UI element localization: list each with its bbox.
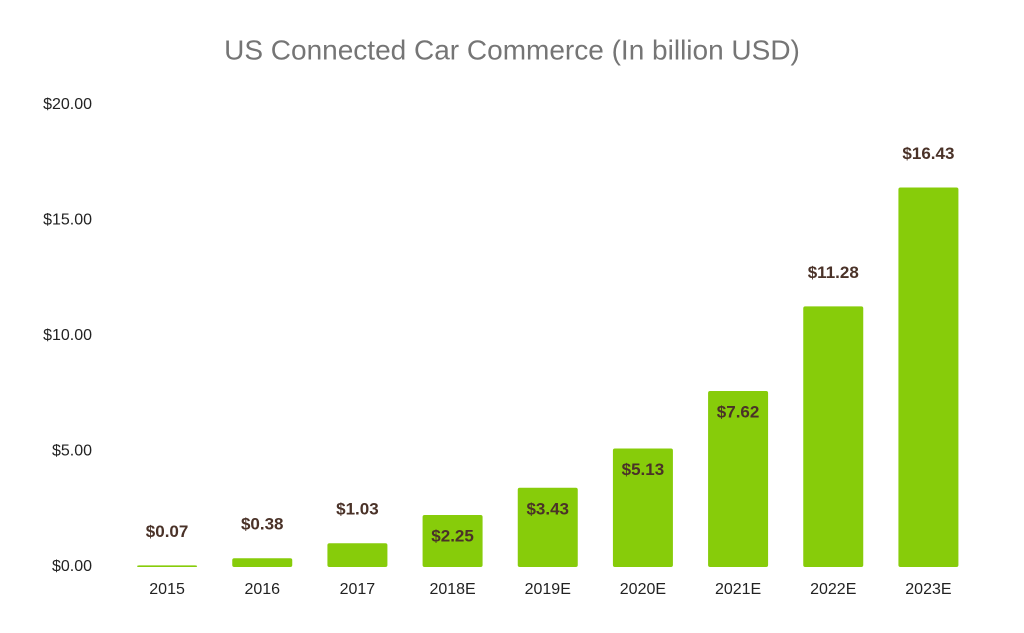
bar xyxy=(517,487,578,567)
y-tick-label: $20.00 xyxy=(43,96,92,113)
x-tick-label: 2021E xyxy=(715,581,761,598)
value-label: $0.38 xyxy=(241,515,284,534)
x-tick-label: 2019E xyxy=(525,581,571,598)
bar xyxy=(803,306,864,567)
x-tick-label: 2023E xyxy=(905,581,951,598)
y-tick-label: $10.00 xyxy=(43,327,92,344)
y-tick-label: $0.00 xyxy=(52,558,92,575)
bar xyxy=(708,390,769,567)
bar xyxy=(612,448,673,567)
value-label: $7.62 xyxy=(717,402,760,421)
value-label: $2.25 xyxy=(431,527,474,546)
bar xyxy=(232,558,293,567)
x-tick-label: 2022E xyxy=(810,581,856,598)
x-tick-label: 2016 xyxy=(244,581,280,598)
value-label: $1.03 xyxy=(336,500,379,519)
bar xyxy=(137,565,198,567)
value-label: $5.13 xyxy=(622,460,665,479)
value-label: $3.43 xyxy=(526,499,569,518)
x-tick-label: 2020E xyxy=(620,581,666,598)
x-tick-label: 2015 xyxy=(149,581,185,598)
x-tick-label: 2018E xyxy=(429,581,475,598)
value-label: $11.28 xyxy=(808,263,859,282)
value-label: $16.43 xyxy=(902,144,954,163)
value-label: $0.07 xyxy=(146,522,189,541)
y-tick-label: $5.00 xyxy=(52,443,92,460)
y-tick-label: $15.00 xyxy=(43,212,92,229)
x-tick-label: 2017 xyxy=(340,581,376,598)
bar xyxy=(898,187,959,568)
bar xyxy=(327,543,388,567)
bar xyxy=(422,515,483,567)
chart-title: US Connected Car Commerce (In billion US… xyxy=(224,34,800,65)
